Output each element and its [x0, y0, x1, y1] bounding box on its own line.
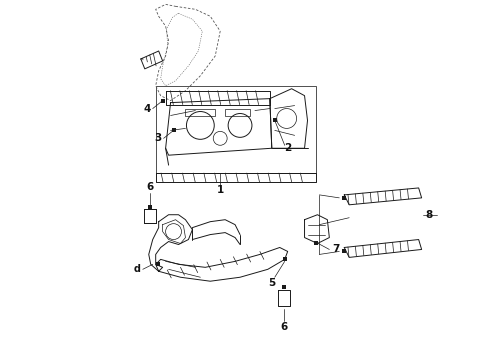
Text: 7: 7 [333, 244, 340, 255]
Bar [225, 109, 250, 117]
Text: 6: 6 [280, 322, 287, 332]
Bar [185, 109, 215, 117]
Text: 3: 3 [154, 133, 161, 143]
Text: 2: 2 [284, 143, 291, 153]
Text: 8: 8 [425, 210, 432, 220]
Text: 4: 4 [143, 104, 150, 113]
Text: 5: 5 [268, 278, 275, 288]
Bar [156, 86, 317, 173]
Text: 1: 1 [217, 185, 224, 195]
Text: d: d [133, 264, 140, 274]
Text: 6: 6 [146, 182, 153, 192]
